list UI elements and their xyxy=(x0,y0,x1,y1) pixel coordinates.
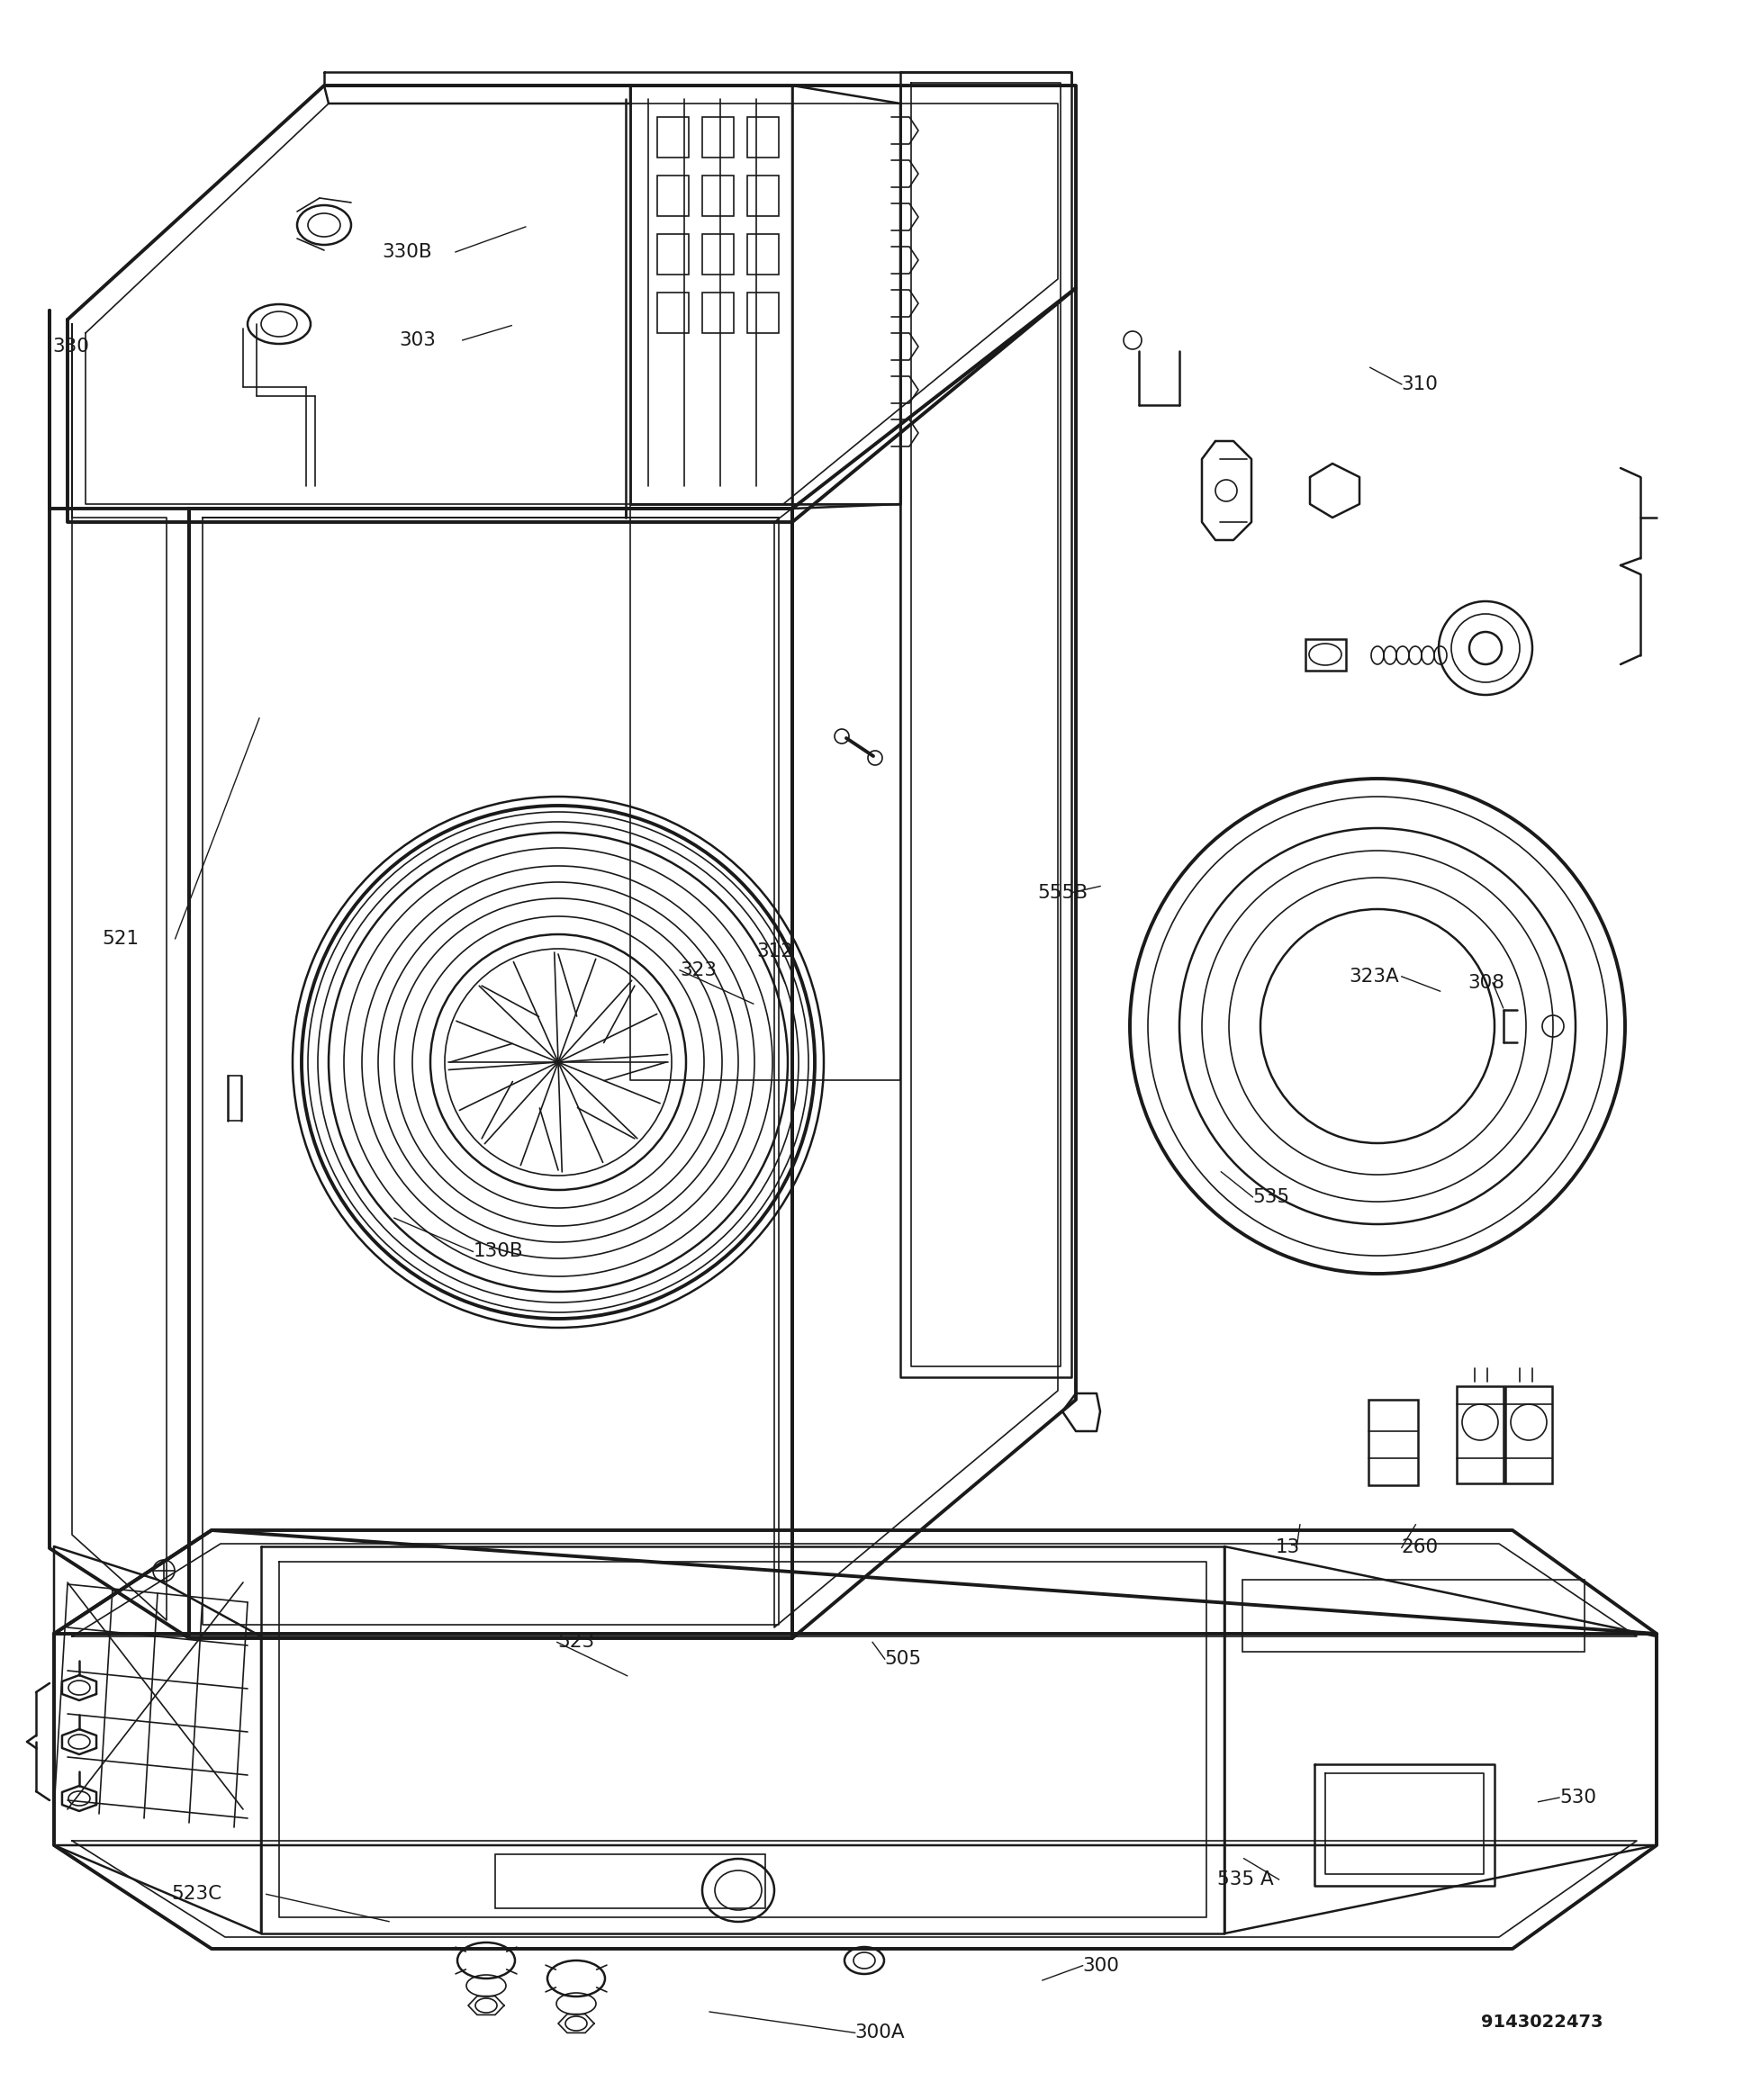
Text: 523: 523 xyxy=(557,1634,594,1651)
Text: 130B: 130B xyxy=(473,1243,524,1260)
Text: 312: 312 xyxy=(757,943,794,960)
Text: 323: 323 xyxy=(680,962,717,979)
Bar xyxy=(703,176,734,216)
Bar xyxy=(748,176,780,216)
Text: 260: 260 xyxy=(1402,1539,1438,1556)
Bar xyxy=(703,233,734,275)
Text: 300: 300 xyxy=(1083,1957,1120,1974)
Bar xyxy=(1368,1401,1417,1485)
Text: 300A: 300A xyxy=(855,2024,906,2041)
Text: 535 A: 535 A xyxy=(1218,1871,1274,1888)
Bar xyxy=(748,233,780,275)
Text: 505: 505 xyxy=(885,1651,922,1667)
Text: 330: 330 xyxy=(53,338,89,355)
Text: 13: 13 xyxy=(1275,1539,1300,1556)
Bar xyxy=(1242,1579,1584,1653)
Bar xyxy=(703,118,734,158)
Text: 523C: 523C xyxy=(172,1886,223,1903)
Text: 9143022473: 9143022473 xyxy=(1480,2014,1603,2031)
Text: 308: 308 xyxy=(1468,974,1505,991)
Bar xyxy=(657,292,689,334)
Bar xyxy=(657,118,689,158)
Bar xyxy=(748,118,780,158)
Text: 535: 535 xyxy=(1253,1189,1289,1205)
Bar xyxy=(1456,1386,1503,1483)
Text: 555B: 555B xyxy=(1037,884,1088,901)
Bar xyxy=(703,292,734,334)
Text: 303: 303 xyxy=(399,332,436,349)
Text: 530: 530 xyxy=(1559,1789,1596,1806)
Bar xyxy=(1505,1386,1552,1483)
Bar xyxy=(496,1854,766,1909)
Text: 323A: 323A xyxy=(1349,968,1400,985)
Bar xyxy=(1305,638,1346,670)
Text: 310: 310 xyxy=(1402,376,1438,393)
Bar xyxy=(657,176,689,216)
Text: 521: 521 xyxy=(102,930,138,947)
Text: 330B: 330B xyxy=(382,244,433,260)
Bar xyxy=(748,292,780,334)
Bar xyxy=(657,233,689,275)
